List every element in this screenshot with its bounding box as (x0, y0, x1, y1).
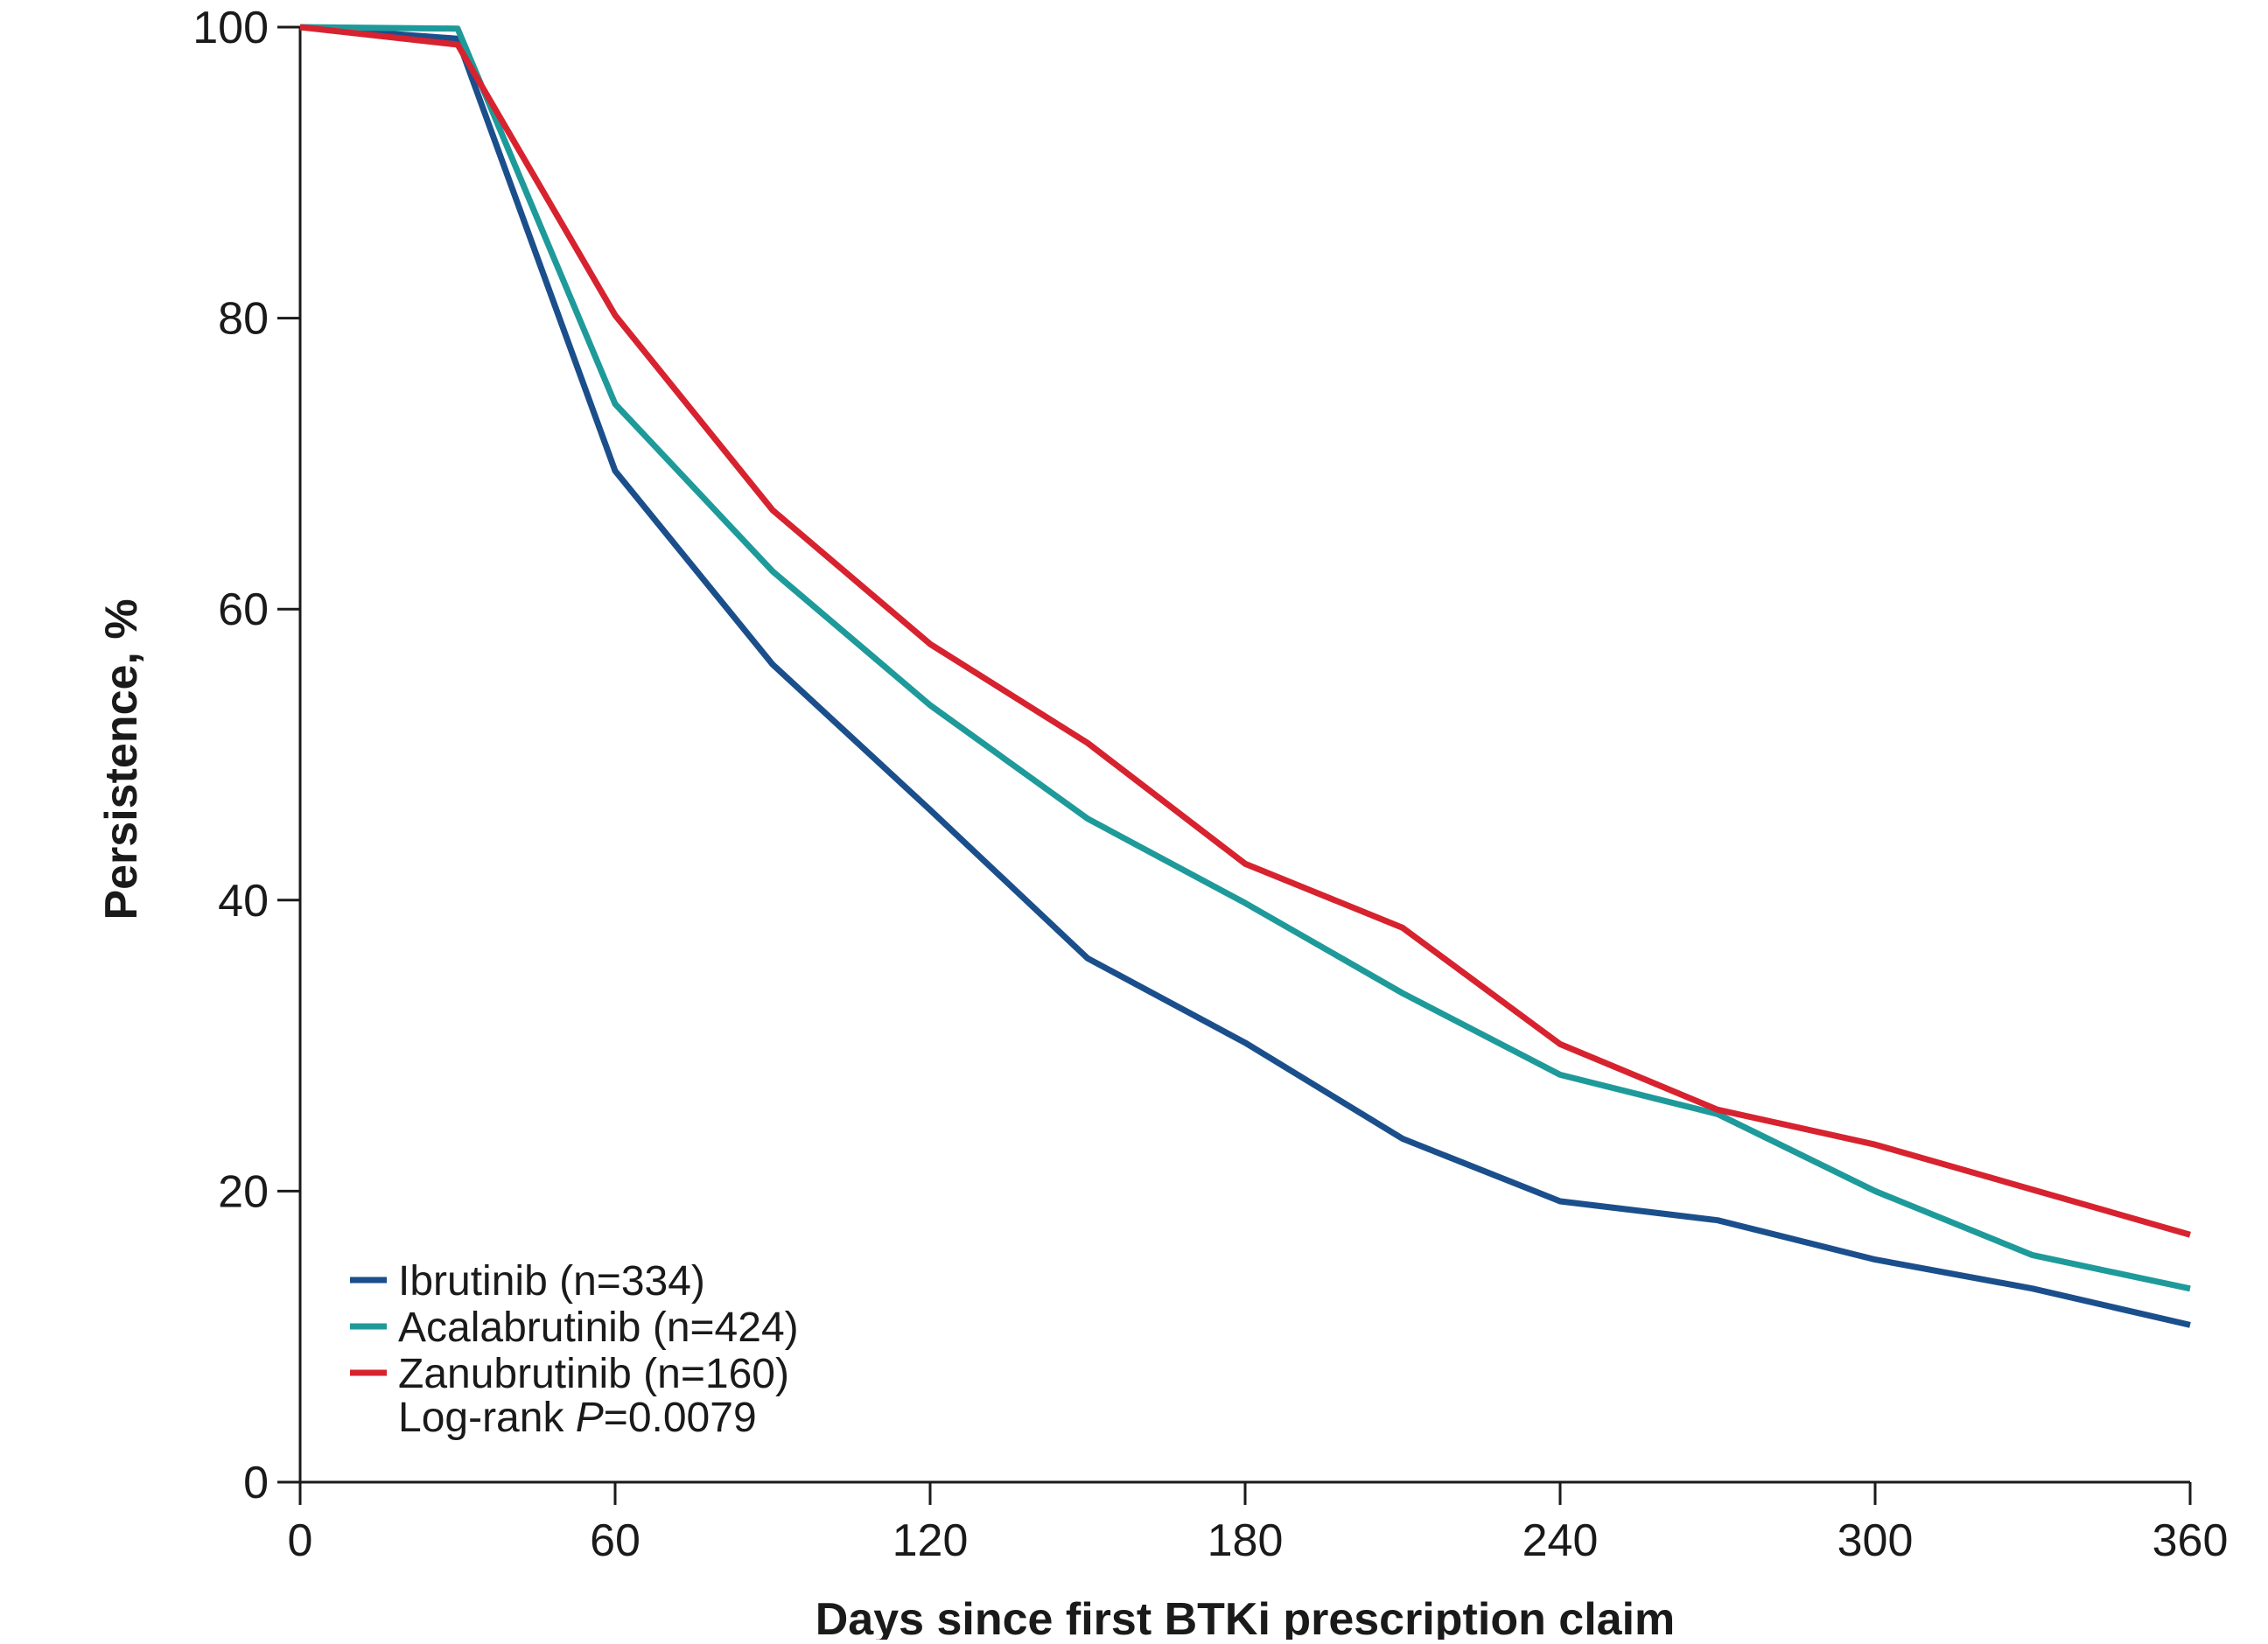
x-axis-title: Days since first BTKi prescription claim (816, 1594, 1676, 1640)
legend-label-2: Zanubrutinib (n=160) (398, 1351, 789, 1397)
x-tick-label: 60 (590, 1515, 640, 1566)
annotation-prefix: Log-rank (398, 1395, 576, 1441)
log-rank-annotation: Log-rank P=0.0079 (398, 1395, 757, 1441)
series-line-2 (299, 24, 2191, 1238)
y-tick-label: 100 (192, 3, 269, 53)
y-axis-title: Persistence, % (96, 598, 147, 920)
x-tick-label: 300 (1838, 1515, 1914, 1566)
y-axis-ticks: 0 20 40 60 80 100 (192, 3, 300, 1508)
legend-label-0: Ibrutinib (n=334) (398, 1258, 705, 1305)
legend: Ibrutinib (n=334)Acalabrutinib (n=424)Za… (350, 1258, 799, 1397)
x-tick-label: 0 (288, 1515, 313, 1566)
x-tick-label: 120 (892, 1515, 969, 1566)
series-line-0 (299, 24, 2191, 1328)
legend-label-1: Acalabrutinib (n=424) (398, 1305, 799, 1351)
x-tick-label: 360 (2152, 1515, 2229, 1566)
series-lines (299, 24, 2191, 1328)
y-tick-label: 20 (218, 1166, 269, 1217)
annotation-value: =0.0079 (604, 1395, 757, 1441)
y-tick-label: 40 (218, 876, 269, 927)
y-tick-label: 60 (218, 584, 269, 635)
x-tick-label: 180 (1208, 1515, 1284, 1566)
x-axis-ticks: 0 60 120 180 240 300 360 (288, 1482, 2229, 1566)
annotation-italic-p: P (576, 1395, 604, 1441)
x-tick-label: 240 (1522, 1515, 1599, 1566)
series-line-1 (299, 24, 2191, 1292)
y-tick-label: 80 (218, 294, 269, 345)
y-tick-label: 0 (243, 1458, 269, 1508)
